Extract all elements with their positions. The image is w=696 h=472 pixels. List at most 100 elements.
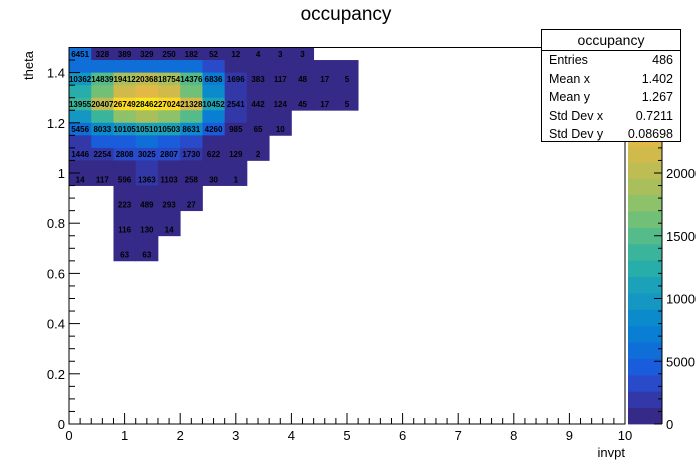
- heatmap-cell: [180, 72, 203, 86]
- heatmap-cell: [313, 85, 337, 99]
- cell-value-label: 27024: [158, 100, 181, 109]
- heatmap-cell: [313, 60, 337, 73]
- heatmap-cell: [113, 97, 137, 111]
- cell-value-label: 383: [251, 75, 265, 84]
- cell-value-label: 1730: [182, 150, 200, 159]
- heatmap-cell: [202, 160, 226, 174]
- cell-value-label: 2807: [160, 150, 178, 159]
- heatmap-cell: [291, 85, 315, 99]
- colorbar-segment: [628, 194, 662, 212]
- heatmap-cell: [113, 223, 137, 237]
- cell-value-label: 250: [162, 50, 176, 59]
- heatmap-cell: [113, 110, 137, 124]
- heatmap-cell: [135, 198, 159, 212]
- colorbar-segment: [628, 374, 662, 392]
- heatmap-cell: [291, 47, 315, 61]
- heatmap-cell: [91, 110, 114, 124]
- cell-value-label: 3: [278, 50, 283, 59]
- heatmap-cell: [335, 85, 359, 99]
- colorbar-segment: [628, 358, 662, 376]
- heatmap-cell: [69, 47, 92, 61]
- heatmap-cell: [69, 60, 92, 73]
- heatmap-cell: [202, 147, 226, 161]
- heatmap-cell: [202, 72, 226, 86]
- x-tick-label: 7: [455, 428, 462, 443]
- heatmap-cell: [291, 97, 315, 111]
- heatmap-cell: [91, 72, 114, 86]
- colorbar-segment: [628, 178, 662, 196]
- heatmap-cell: [113, 248, 137, 262]
- cell-value-label: 26749: [113, 100, 136, 109]
- heatmap-cell: [91, 60, 114, 73]
- cell-value-label: 1446: [71, 150, 89, 159]
- heatmap-cell: [113, 47, 137, 61]
- x-axis-label: invpt: [598, 445, 626, 460]
- heatmap-cell: [224, 97, 248, 111]
- heatmap-cell: [202, 135, 226, 149]
- cell-value-label: 6451: [71, 50, 89, 59]
- heatmap-cell: [135, 235, 159, 249]
- colorbar-segment: [628, 243, 662, 261]
- heatmap-cell: [180, 160, 203, 174]
- colorbar-tick-label: 20000: [666, 166, 696, 181]
- stats-row-stddev-y: Std Dev y 0.08698: [542, 125, 680, 144]
- y-tick-label: 1: [58, 166, 65, 181]
- y-axis: 0 0.2 0.4 0.6 0.8 1 1.2 1.4: [47, 59, 80, 432]
- heatmap-cell: [135, 110, 159, 124]
- y-tick-label: 1.4: [47, 66, 65, 81]
- cell-value-label: 65: [254, 125, 263, 134]
- heatmap-cell: [291, 72, 315, 86]
- heatmap-cell: [113, 122, 137, 136]
- heatmap-cell: [113, 185, 137, 199]
- heatmap-cell: [246, 110, 270, 124]
- heatmap-cell: [69, 122, 92, 136]
- cell-value-label: 17: [320, 100, 329, 109]
- colorbar-segment: [628, 293, 662, 310]
- cell-value-label: 5: [345, 75, 350, 84]
- cell-value-label: 14: [76, 175, 85, 184]
- stats-value: 1.402: [641, 71, 673, 86]
- cell-value-label: 985: [229, 125, 243, 134]
- heatmap-cell: [113, 72, 137, 86]
- colorbar-segment: [628, 227, 662, 245]
- heatmap-cell: [224, 85, 248, 99]
- heatmap-cell: [157, 122, 181, 136]
- stats-row-entries: Entries 486: [542, 51, 680, 70]
- cell-value-label: 27: [187, 200, 196, 209]
- cell-value-label: 1696: [227, 75, 245, 84]
- heatmap-cell: [113, 60, 137, 73]
- heatmap-cell: [135, 210, 159, 224]
- x-tick-label: 5: [343, 428, 350, 443]
- x-tick-label: 3: [232, 428, 239, 443]
- cell-value-label: 12: [231, 50, 240, 59]
- cell-value-label: 3: [300, 50, 305, 59]
- cell-value-label: 14839: [91, 75, 114, 84]
- heatmap-cell: [269, 122, 292, 136]
- colorbar-segment: [628, 342, 662, 359]
- heatmap-cell: [180, 60, 203, 73]
- heatmap-cell: [202, 85, 226, 99]
- heatmap-cell: [202, 60, 226, 73]
- cell-value-label: 10362: [69, 75, 92, 84]
- heatmap-cell: [91, 97, 114, 111]
- heatmap-cell: [224, 135, 248, 149]
- heatmap-cell: [113, 235, 137, 249]
- stats-row-stddev-x: Std Dev x 0.7211: [542, 107, 680, 126]
- heatmap-cell: [113, 173, 137, 186]
- heatmap-cell: [246, 72, 270, 86]
- heatmap-cell: [157, 185, 181, 199]
- cell-value-label: 10503: [158, 125, 181, 134]
- heatmap-cell: [69, 160, 92, 174]
- heatmap-cell: [91, 147, 114, 161]
- heatmap-cell: [69, 97, 92, 111]
- stats-label: Mean y: [549, 90, 590, 104]
- cell-value-label: 63: [120, 251, 129, 260]
- heatmap-cell: [180, 135, 203, 149]
- stats-label: Entries: [549, 53, 588, 67]
- y-tick-label: 0.2: [47, 367, 65, 382]
- heatmap-cell: [269, 47, 292, 61]
- heatmap-cell: [113, 198, 137, 212]
- heatmap-cell: [157, 210, 181, 224]
- heatmap-cell: [224, 147, 248, 161]
- stats-box: occupancy Entries 486 Mean x 1.402 Mean …: [541, 29, 681, 142]
